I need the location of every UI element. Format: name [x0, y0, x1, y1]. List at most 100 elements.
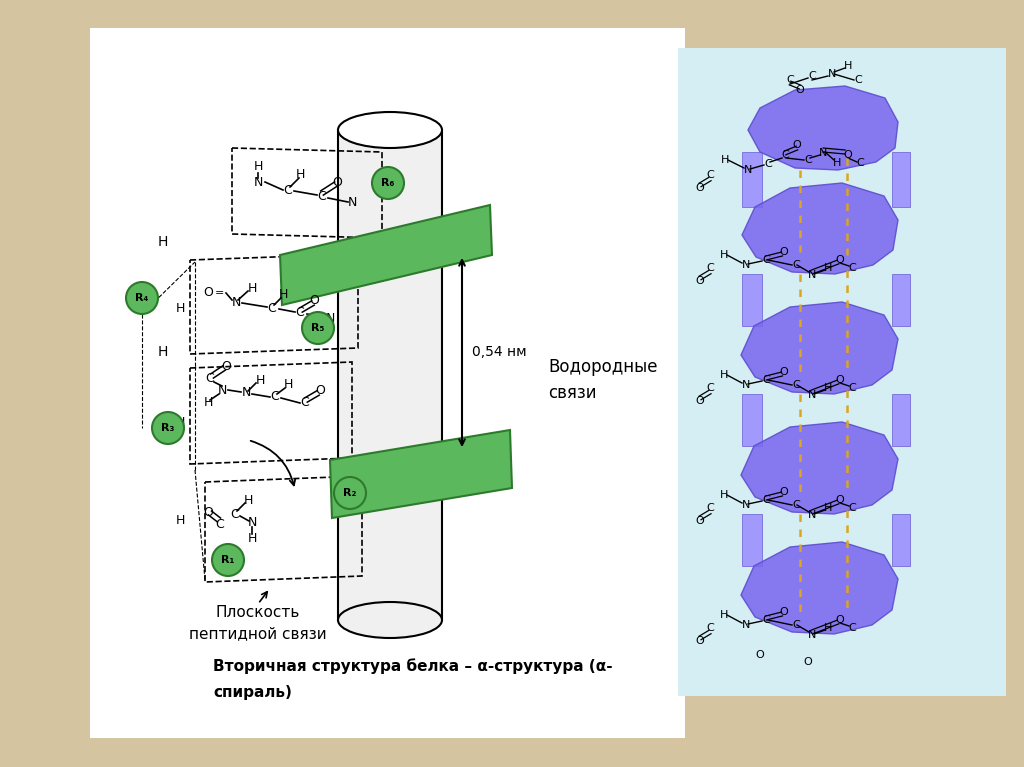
- Circle shape: [372, 167, 404, 199]
- Text: C: C: [762, 615, 770, 625]
- Text: C: C: [848, 503, 856, 513]
- Text: R₆: R₆: [381, 178, 394, 188]
- Text: =: =: [215, 288, 224, 298]
- Text: N: N: [827, 69, 837, 79]
- Polygon shape: [742, 394, 762, 446]
- Ellipse shape: [338, 112, 442, 148]
- Text: C: C: [216, 518, 224, 531]
- Text: H: H: [158, 235, 168, 249]
- Bar: [338, 130, 442, 620]
- Polygon shape: [280, 205, 492, 305]
- Text: C: C: [707, 503, 714, 513]
- Text: N: N: [741, 620, 751, 630]
- Text: C: C: [793, 500, 800, 510]
- Text: O: O: [844, 150, 852, 160]
- Text: H: H: [175, 301, 184, 314]
- Text: O: O: [779, 367, 788, 377]
- Text: 0,54 нм: 0,54 нм: [472, 345, 526, 359]
- Text: O: O: [221, 360, 231, 373]
- Polygon shape: [742, 274, 762, 326]
- Text: N: N: [819, 148, 827, 158]
- Text: H: H: [295, 169, 305, 182]
- Circle shape: [126, 282, 158, 314]
- Text: O: O: [332, 176, 342, 189]
- Text: R₁: R₁: [221, 555, 234, 565]
- Text: C: C: [781, 150, 788, 160]
- Text: O: O: [836, 495, 845, 505]
- Text: C: C: [793, 620, 800, 630]
- Text: C: C: [804, 155, 812, 165]
- Text: N: N: [741, 260, 751, 270]
- Text: H: H: [244, 493, 253, 506]
- Text: N: N: [326, 311, 335, 324]
- Polygon shape: [892, 152, 910, 207]
- Text: O: O: [695, 516, 705, 526]
- Text: O: O: [779, 487, 788, 497]
- Text: C: C: [786, 75, 794, 85]
- Text: C: C: [284, 183, 293, 196]
- Text: O: O: [695, 396, 705, 406]
- Text: C: C: [762, 255, 770, 265]
- Text: O: O: [203, 505, 213, 518]
- Text: C: C: [707, 623, 714, 633]
- Text: R₃: R₃: [162, 423, 175, 433]
- Text: C: C: [856, 158, 864, 168]
- Text: O: O: [756, 650, 764, 660]
- Text: N: N: [248, 516, 257, 529]
- Text: Водородные
связи: Водородные связи: [548, 358, 657, 401]
- Text: N: N: [808, 270, 816, 280]
- Circle shape: [334, 477, 366, 509]
- Text: O: O: [315, 384, 325, 397]
- Text: N: N: [808, 630, 816, 640]
- Text: O: O: [836, 375, 845, 385]
- Polygon shape: [742, 152, 762, 207]
- Text: H: H: [720, 610, 728, 620]
- Text: N: N: [242, 387, 251, 400]
- Text: C: C: [267, 301, 276, 314]
- Polygon shape: [330, 430, 512, 518]
- Text: C: C: [848, 383, 856, 393]
- Text: O: O: [695, 183, 705, 193]
- Text: H: H: [158, 345, 168, 359]
- Text: O: O: [695, 276, 705, 286]
- Text: N: N: [231, 295, 241, 308]
- Text: H: H: [720, 490, 728, 500]
- Text: H: H: [720, 370, 728, 380]
- Polygon shape: [742, 514, 762, 566]
- Text: H: H: [284, 378, 293, 391]
- Polygon shape: [892, 274, 910, 326]
- Circle shape: [212, 544, 244, 576]
- Text: O: O: [779, 247, 788, 257]
- Text: N: N: [808, 510, 816, 520]
- Text: C: C: [296, 307, 304, 320]
- Text: O: O: [793, 140, 802, 150]
- Text: N: N: [741, 500, 751, 510]
- Polygon shape: [741, 542, 898, 634]
- Text: R₄: R₄: [135, 293, 148, 303]
- Bar: [678, 48, 1006, 696]
- Circle shape: [152, 412, 184, 444]
- Text: H: H: [175, 416, 184, 429]
- Text: O: O: [695, 636, 705, 646]
- Text: C: C: [270, 390, 280, 403]
- Text: C: C: [206, 371, 214, 384]
- Text: N: N: [808, 390, 816, 400]
- Text: H: H: [824, 623, 833, 633]
- Text: H: H: [824, 383, 833, 393]
- Text: N: N: [347, 196, 356, 209]
- Text: H: H: [833, 158, 841, 168]
- Text: Плоскость
пептидной связи: Плоскость пептидной связи: [189, 605, 327, 641]
- Text: C: C: [707, 170, 714, 180]
- Text: H: H: [824, 263, 833, 273]
- Polygon shape: [892, 514, 910, 566]
- Text: C: C: [301, 397, 309, 410]
- Text: C: C: [707, 383, 714, 393]
- Text: C: C: [317, 189, 327, 202]
- Text: O: O: [796, 85, 805, 95]
- Text: C: C: [707, 263, 714, 273]
- Text: N: N: [217, 384, 226, 397]
- Text: O: O: [779, 607, 788, 617]
- Text: C: C: [854, 75, 862, 85]
- Ellipse shape: [338, 602, 442, 638]
- Bar: [90, 28, 685, 738]
